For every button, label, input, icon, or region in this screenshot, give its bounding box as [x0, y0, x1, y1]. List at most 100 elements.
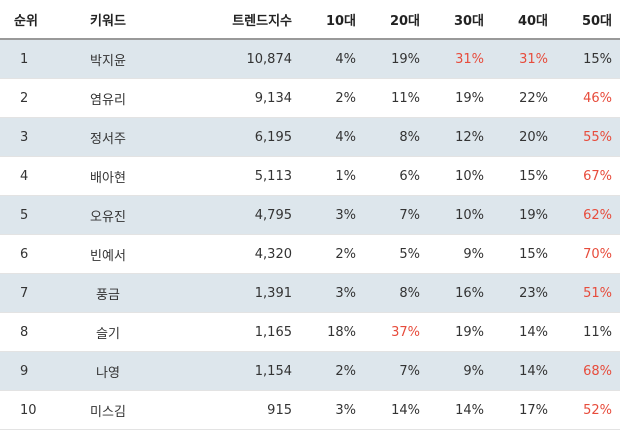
table-row: 10 미스김 915 3% 14% 14% 17% 52% — [0, 390, 620, 430]
cell-trend-index: 10,874 — [158, 39, 300, 79]
cell-age-10s: 2% — [300, 351, 364, 391]
header-age-40s: 40대 — [492, 0, 556, 40]
cell-age-30s: 9% — [428, 234, 492, 274]
cell-age-40s: 20% — [492, 117, 556, 157]
cell-age-10s: 1% — [300, 156, 364, 196]
cell-age-30s: 10% — [428, 156, 492, 196]
table-row: 6 빈예서 4,320 2% 5% 9% 15% 70% — [0, 234, 620, 274]
cell-age-30s: 31% — [428, 39, 492, 79]
cell-rank: 1 — [0, 39, 58, 79]
cell-age-50s: 67% — [556, 156, 620, 196]
cell-age-50s: 55% — [556, 117, 620, 157]
table-row: 5 오유진 4,795 3% 7% 10% 19% 62% — [0, 195, 620, 235]
cell-age-40s: 22% — [492, 78, 556, 118]
cell-age-40s: 15% — [492, 156, 556, 196]
cell-keyword: 미스김 — [58, 390, 158, 430]
cell-age-30s: 14% — [428, 390, 492, 430]
cell-age-20s: 14% — [364, 390, 428, 430]
cell-age-10s: 4% — [300, 117, 364, 157]
cell-age-50s: 46% — [556, 78, 620, 118]
cell-trend-index: 915 — [158, 390, 300, 430]
table-row: 8 슬기 1,165 18% 37% 19% 14% 11% — [0, 312, 620, 352]
cell-keyword: 박지윤 — [58, 39, 158, 79]
cell-age-50s: 62% — [556, 195, 620, 235]
table-header: 순위 키워드 트렌드지수 10대 20대 30대 40대 50대 — [0, 0, 620, 40]
cell-age-20s: 8% — [364, 117, 428, 157]
cell-age-20s: 11% — [364, 78, 428, 118]
cell-trend-index: 6,195 — [158, 117, 300, 157]
cell-trend-index: 4,795 — [158, 195, 300, 235]
cell-trend-index: 4,320 — [158, 234, 300, 274]
header-rank: 순위 — [0, 0, 58, 40]
header-row: 순위 키워드 트렌드지수 10대 20대 30대 40대 50대 — [0, 0, 620, 40]
cell-age-30s: 19% — [428, 312, 492, 352]
cell-rank: 5 — [0, 195, 58, 235]
cell-age-20s: 7% — [364, 351, 428, 391]
table-row: 7 풍금 1,391 3% 8% 16% 23% 51% — [0, 273, 620, 313]
cell-age-50s: 51% — [556, 273, 620, 313]
table-row: 3 정서주 6,195 4% 8% 12% 20% 55% — [0, 117, 620, 157]
cell-keyword: 빈예서 — [58, 234, 158, 274]
cell-keyword: 염유리 — [58, 78, 158, 118]
cell-keyword: 오유진 — [58, 195, 158, 235]
table-row: 9 나영 1,154 2% 7% 9% 14% 68% — [0, 351, 620, 391]
table-row: 2 염유리 9,134 2% 11% 19% 22% 46% — [0, 78, 620, 118]
cell-age-20s: 5% — [364, 234, 428, 274]
cell-rank: 10 — [0, 390, 58, 430]
cell-age-10s: 4% — [300, 39, 364, 79]
cell-rank: 2 — [0, 78, 58, 118]
cell-trend-index: 1,391 — [158, 273, 300, 313]
cell-age-30s: 9% — [428, 351, 492, 391]
cell-age-40s: 23% — [492, 273, 556, 313]
cell-age-10s: 3% — [300, 390, 364, 430]
header-age-20s: 20대 — [364, 0, 428, 40]
cell-age-50s: 68% — [556, 351, 620, 391]
cell-age-50s: 15% — [556, 39, 620, 79]
cell-rank: 4 — [0, 156, 58, 196]
cell-age-10s: 3% — [300, 273, 364, 313]
cell-age-50s: 11% — [556, 312, 620, 352]
cell-age-20s: 8% — [364, 273, 428, 313]
cell-trend-index: 1,154 — [158, 351, 300, 391]
table-row: 4 배아현 5,113 1% 6% 10% 15% 67% — [0, 156, 620, 196]
header-age-50s: 50대 — [556, 0, 620, 40]
cell-rank: 3 — [0, 117, 58, 157]
cell-age-20s: 19% — [364, 39, 428, 79]
cell-age-50s: 52% — [556, 390, 620, 430]
cell-trend-index: 1,165 — [158, 312, 300, 352]
cell-keyword: 풍금 — [58, 273, 158, 313]
cell-age-10s: 2% — [300, 234, 364, 274]
header-age-30s: 30대 — [428, 0, 492, 40]
cell-age-10s: 18% — [300, 312, 364, 352]
cell-keyword: 배아현 — [58, 156, 158, 196]
cell-age-40s: 14% — [492, 351, 556, 391]
cell-rank: 9 — [0, 351, 58, 391]
cell-keyword: 나영 — [58, 351, 158, 391]
table-row: 1 박지윤 10,874 4% 19% 31% 31% 15% — [0, 39, 620, 79]
cell-age-30s: 12% — [428, 117, 492, 157]
cell-age-10s: 2% — [300, 78, 364, 118]
cell-keyword: 정서주 — [58, 117, 158, 157]
cell-age-30s: 16% — [428, 273, 492, 313]
cell-age-40s: 15% — [492, 234, 556, 274]
header-age-10s: 10대 — [300, 0, 364, 40]
cell-keyword: 슬기 — [58, 312, 158, 352]
cell-trend-index: 9,134 — [158, 78, 300, 118]
cell-age-40s: 17% — [492, 390, 556, 430]
cell-age-40s: 19% — [492, 195, 556, 235]
cell-age-30s: 19% — [428, 78, 492, 118]
header-trend-index: 트렌드지수 — [158, 0, 300, 40]
cell-age-50s: 70% — [556, 234, 620, 274]
cell-age-40s: 14% — [492, 312, 556, 352]
cell-age-10s: 3% — [300, 195, 364, 235]
cell-rank: 8 — [0, 312, 58, 352]
table-body: 1 박지윤 10,874 4% 19% 31% 31% 15% 2 염유리 9,134 2% 11% 19… — [0, 39, 620, 430]
cell-age-30s: 10% — [428, 195, 492, 235]
cell-rank: 6 — [0, 234, 58, 274]
cell-rank: 7 — [0, 273, 58, 313]
cell-trend-index: 5,113 — [158, 156, 300, 196]
cell-age-40s: 31% — [492, 39, 556, 79]
header-keyword: 키워드 — [58, 0, 158, 40]
cell-age-20s: 6% — [364, 156, 428, 196]
